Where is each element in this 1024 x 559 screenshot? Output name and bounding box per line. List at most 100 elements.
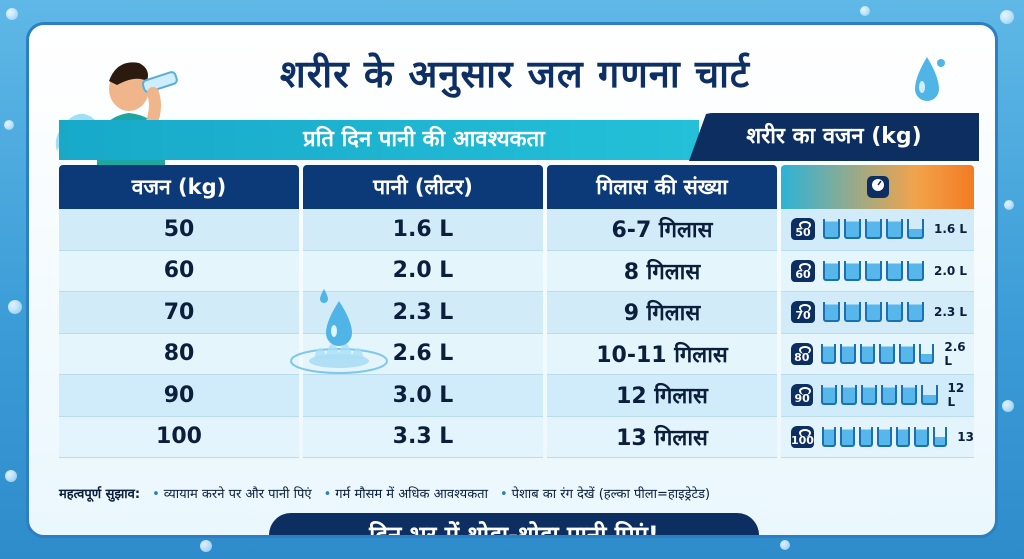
table-row: 90 3.0 L 12 गिलास 90 12 L — [59, 375, 974, 417]
glass-icon — [895, 426, 911, 447]
table-row: 100 3.3 L 13 गिलास 100 13 — [59, 416, 974, 458]
cell-weight: 100 — [59, 416, 299, 458]
table-body: 50 1.6 L 6-7 गिलास 50 1.6 L 60 2.0 L 8 गि… — [59, 209, 974, 458]
bubble-decoration — [200, 540, 212, 552]
row-liter-label: 2.0 L — [934, 263, 968, 278]
cell-water: 1.6 L — [303, 209, 543, 251]
partial-glass-icon — [918, 343, 935, 364]
header-weight: वजन (kg) — [59, 165, 299, 209]
weight-badge: 80 — [791, 342, 813, 365]
table-row: 70 2.3 L 9 गिलास 70 2.3 L — [59, 292, 974, 334]
glass-icon — [840, 426, 855, 447]
footer-banner: दिन भर में थोड़ा-थोड़ा पानी पिएं! — [269, 513, 759, 535]
weight-badge: 60 — [791, 259, 815, 282]
tip-item: • व्यायाम करने पर और पानी पिएं — [152, 487, 312, 502]
water-table: वजन (kg) पानी (लीटर) गिलास की संख्या 50 … — [59, 165, 974, 458]
glass-icon — [881, 385, 898, 406]
table-row: 50 1.6 L 6-7 गिलास 50 1.6 L — [59, 209, 974, 251]
header-scale — [781, 165, 974, 209]
row-liter-label: 2.6 L — [944, 339, 966, 368]
cell-visual: 100 13 — [781, 416, 974, 458]
glass-icon — [844, 219, 861, 240]
daily-requirement-banner: प्रति दिन पानी की आवश्यकता — [59, 120, 699, 160]
table-row: 60 2.0 L 8 गिलास 60 2.0 L — [59, 250, 974, 292]
tips-bar: महत्वपूर्ण सुझाव: • व्यायाम करने पर और पा… — [59, 481, 974, 505]
cell-glasses: 13 गिलास — [547, 416, 777, 458]
weight-badge: 70 — [791, 301, 815, 324]
glass-icon — [823, 219, 840, 240]
row-liter-label: 13 — [957, 429, 974, 444]
cell-glasses: 10-11 गिलास — [547, 333, 777, 375]
bubble-decoration — [5, 470, 17, 482]
glass-icon — [865, 219, 882, 240]
glass-icon — [844, 260, 861, 281]
water-drop-icon — [915, 57, 945, 101]
cell-visual: 50 1.6 L — [781, 209, 974, 251]
bubble-decoration — [6, 8, 18, 20]
glass-icon — [899, 343, 915, 364]
glass-icon — [879, 343, 896, 364]
glass-icon — [886, 260, 903, 281]
cell-glasses: 9 गिलास — [547, 292, 777, 334]
glass-icon — [841, 385, 858, 406]
weight-badge: 100 — [791, 425, 814, 448]
cell-visual: 70 2.3 L — [781, 292, 974, 334]
partial-glass-icon — [921, 385, 938, 406]
bubble-decoration — [8, 300, 22, 314]
glass-icon — [907, 302, 924, 323]
weight-badge: 50 — [791, 218, 815, 241]
glass-icon — [907, 260, 924, 281]
cell-weight: 70 — [59, 292, 299, 334]
glass-icon — [861, 385, 878, 406]
cell-weight: 60 — [59, 250, 299, 292]
glass-icon — [901, 385, 918, 406]
table-row: 80 2.6 L 10-11 गिलास 80 2.6 L — [59, 333, 974, 375]
bubble-decoration — [860, 6, 870, 16]
bubble-decoration — [1000, 10, 1014, 24]
cell-weight: 50 — [59, 209, 299, 251]
glass-icon — [865, 260, 882, 281]
glass-icon — [914, 426, 929, 447]
cell-glasses: 12 गिलास — [547, 375, 777, 417]
cell-glasses: 6-7 गिलास — [547, 209, 777, 251]
header-water: पानी (लीटर) — [303, 165, 543, 209]
glass-icon — [886, 219, 903, 240]
glass-icon — [858, 426, 874, 447]
bubble-decoration — [780, 540, 790, 550]
glass-icon — [877, 426, 892, 447]
partial-glass-icon — [932, 426, 948, 447]
weight-badge: 90 — [791, 384, 814, 407]
glass-icon — [823, 260, 840, 281]
cell-visual: 80 2.6 L — [781, 333, 974, 375]
tip-item: • पेशाब का रंग देखें (हल्का पीला=हाइड्रेट… — [499, 487, 711, 502]
cell-weight: 80 — [59, 333, 299, 375]
water-splash-icon — [290, 289, 388, 374]
body-weight-banner: शरीर का वजन (kg) — [689, 113, 979, 161]
tip-item: • गर्म मौसम में अधिक आवश्यकता — [323, 487, 488, 502]
row-liter-label: 2.3 L — [934, 305, 968, 320]
glass-icon — [844, 302, 861, 323]
row-liter-label: 12 L — [947, 381, 965, 410]
weighing-scale-icon — [866, 176, 889, 198]
glass-icon — [820, 343, 837, 364]
glass-icon — [840, 343, 856, 364]
cell-weight: 90 — [59, 375, 299, 417]
cell-visual: 60 2.0 L — [781, 250, 974, 292]
table-header: वजन (kg) पानी (लीटर) गिलास की संख्या — [59, 165, 974, 209]
glass-icon — [865, 302, 882, 323]
cell-visual: 90 12 L — [781, 375, 974, 417]
bubble-decoration — [1002, 400, 1014, 412]
page-title: शरीर के अनुसार जल गणना चार्ट — [279, 52, 751, 96]
cell-water: 3.3 L — [303, 416, 543, 458]
cell-water: 2.0 L — [303, 250, 543, 292]
glass-icon — [821, 426, 837, 447]
chart-card: शरीर के अनुसार जल गणना चार्ट प्रति दिन प… — [26, 22, 998, 538]
row-liter-label: 1.6 L — [934, 222, 968, 237]
cell-water: 3.0 L — [303, 375, 543, 417]
tips-label: महत्वपूर्ण सुझाव: — [59, 487, 141, 502]
partial-glass-icon — [907, 219, 924, 240]
glass-icon — [859, 343, 876, 364]
glass-icon — [823, 302, 840, 323]
cell-glasses: 8 गिलास — [547, 250, 777, 292]
glass-icon — [821, 385, 838, 406]
